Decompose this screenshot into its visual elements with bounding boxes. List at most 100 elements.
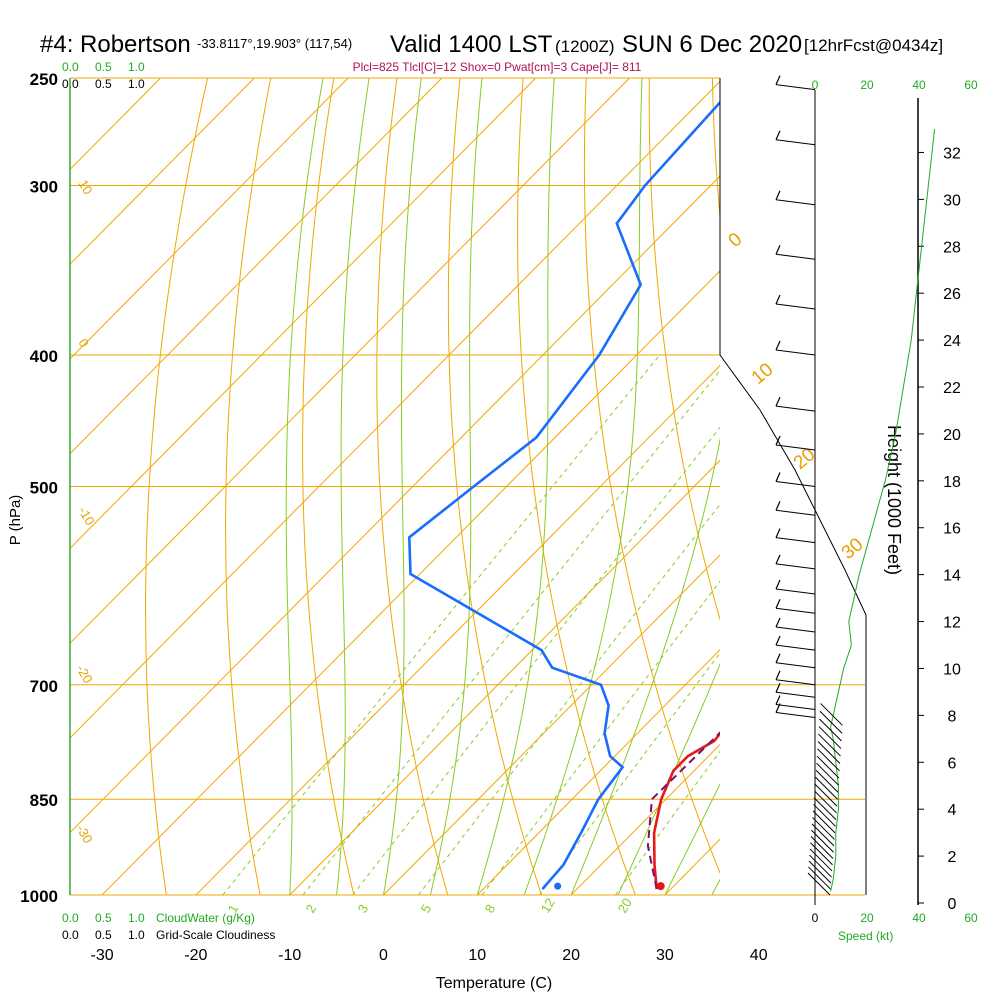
valid-date: SUN 6 Dec 2020 xyxy=(622,31,802,58)
cloudwater-scale-top-2: 1.0 xyxy=(128,60,145,74)
height-tick-label: 20 xyxy=(943,427,961,444)
speed-tick-bottom: 0 xyxy=(812,911,819,925)
dry-adiabat xyxy=(145,78,209,895)
wind-barb xyxy=(775,139,816,146)
x-axis-title: Temperature (C) xyxy=(436,975,552,992)
wind-barb xyxy=(775,405,816,412)
wind-barb xyxy=(775,607,816,614)
height-tick-label: 14 xyxy=(943,568,961,585)
wind-barb-flag xyxy=(775,554,781,565)
cloudwater-scale-bottom-1: 0.5 xyxy=(95,911,112,925)
wind-barb xyxy=(775,679,816,686)
valid-time: Valid 1400 LST xyxy=(390,31,553,58)
wind-barb-flag xyxy=(775,653,781,663)
speed-tick-top: 60 xyxy=(964,78,978,92)
forecast-label: [12hrFcst@0434z] xyxy=(804,36,943,55)
speed-axis-title: Speed (kt) xyxy=(838,929,893,943)
cloudwater-legend-label: CloudWater (g/Kg) xyxy=(156,911,255,925)
wind-barb xyxy=(775,84,816,91)
x-tick-label: -20 xyxy=(184,947,207,964)
height-axis-title: Height (1000 Feet) xyxy=(884,425,904,575)
wind-barb-flag xyxy=(775,396,781,407)
height-tick-label: 22 xyxy=(943,380,961,397)
wind-barb xyxy=(775,662,816,669)
height-tick-label: 26 xyxy=(943,286,961,303)
wind-barb xyxy=(819,718,842,742)
isobars xyxy=(70,77,865,896)
sounding-params: Plcl=825 Tlcl[C]=12 Shox=0 Pwat[cm]=3 Ca… xyxy=(353,60,642,74)
x-tick-label: -30 xyxy=(91,947,114,964)
wind-barb xyxy=(814,783,838,807)
wind-speed-profile xyxy=(830,128,936,892)
wind-barb-flag xyxy=(775,695,781,705)
height-tick-label: 2 xyxy=(948,849,957,866)
height-tick-label: 8 xyxy=(948,708,957,725)
speed-tick-bottom: 60 xyxy=(964,911,978,925)
wind-barb xyxy=(808,860,832,884)
wind-barb xyxy=(809,848,833,872)
isotherm-line xyxy=(570,743,720,895)
profile-series xyxy=(407,100,720,891)
dry-adiabat xyxy=(517,78,636,895)
surface-temperature-dot xyxy=(656,882,665,891)
wind-barb xyxy=(815,776,838,800)
wind-barb xyxy=(775,199,816,206)
mixing-ratio-label: 12 xyxy=(538,895,558,915)
wind-barb xyxy=(775,444,816,451)
moist-adiabats xyxy=(285,78,720,895)
series-temperature xyxy=(652,731,720,890)
wind-barb xyxy=(775,626,816,633)
x-tick-label: 10 xyxy=(468,947,486,964)
cloudiness-scale-bottom-1: 0.5 xyxy=(95,928,112,942)
p-tick-label: 700 xyxy=(30,677,58,696)
wind-barb-flag xyxy=(775,340,781,351)
wind-barb xyxy=(813,803,836,827)
moist-adiabat xyxy=(523,78,643,895)
wind-barb-flag xyxy=(775,617,781,628)
wind-barb-flag xyxy=(775,130,781,141)
wind-barb xyxy=(811,823,835,847)
moist-adiabat xyxy=(476,78,555,895)
wind-barb xyxy=(816,755,840,779)
wind-barb-flag xyxy=(775,294,781,305)
wind-barb-flag xyxy=(775,528,781,538)
wind-barb xyxy=(775,588,816,595)
moist-adiabat xyxy=(285,78,324,895)
moist-adiabat xyxy=(429,78,483,895)
isotherm-label: 10 xyxy=(75,177,95,197)
wind-barb xyxy=(775,563,816,570)
cloudiness-scale-bottom-0: 0.0 xyxy=(62,928,79,942)
wind-barb xyxy=(775,704,816,711)
station-coords: -33.8117°,19.903° (117,54) xyxy=(197,36,352,51)
x-tick-label: 20 xyxy=(562,947,580,964)
cloudiness-scale-bottom-2: 1.0 xyxy=(128,928,145,942)
wind-barb xyxy=(808,866,831,890)
wind-barb xyxy=(775,253,816,260)
mixing-ratio-label: 20 xyxy=(615,895,635,915)
y-axis-title: P (hPa) xyxy=(7,495,24,546)
dry-adiabat xyxy=(376,78,449,895)
wind-barb xyxy=(775,712,816,719)
wind-barb-flag xyxy=(775,244,781,255)
p-tick-label: 500 xyxy=(30,479,58,498)
cloudwater-scale-bottom-0: 0.0 xyxy=(62,911,79,925)
wind-barb-flag xyxy=(775,670,781,681)
dry-adiabat xyxy=(447,78,543,895)
surface-dewpoint-dot xyxy=(554,882,562,890)
height-tick-label: 24 xyxy=(943,333,961,350)
wind-barb-flag xyxy=(775,190,781,201)
x-tick-label: -10 xyxy=(278,947,301,964)
wind-barb xyxy=(810,836,834,859)
dry-adiabat xyxy=(302,78,355,895)
wind-barb-flag xyxy=(775,501,781,511)
speed-tick-bottom: 20 xyxy=(860,911,874,925)
wind-barb-flag xyxy=(775,435,781,446)
speed-tick-top: 20 xyxy=(860,78,874,92)
height-tick-label: 10 xyxy=(943,661,961,678)
wind-barb-flag xyxy=(775,579,781,590)
series-dewpoint xyxy=(407,100,720,890)
cloudiness-scale-top-2: 1.0 xyxy=(128,77,145,91)
wind-barb xyxy=(809,854,832,878)
